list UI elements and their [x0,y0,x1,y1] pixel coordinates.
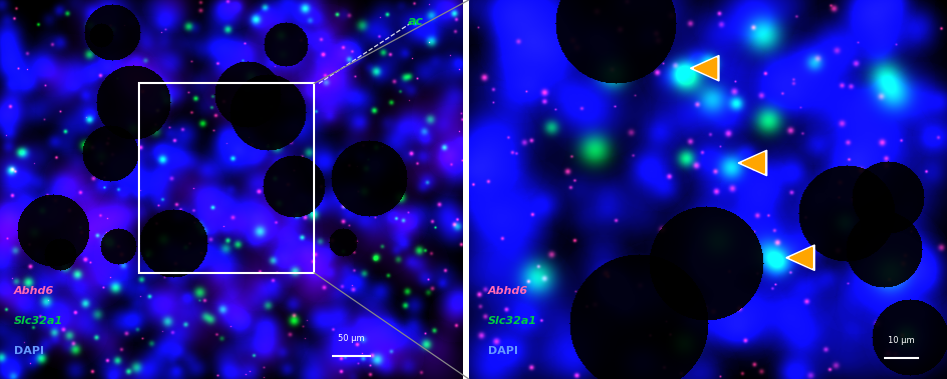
Polygon shape [690,55,719,81]
Text: 50 μm: 50 μm [338,334,365,343]
Text: Slc32a1: Slc32a1 [488,316,537,326]
Text: Abhd6: Abhd6 [14,286,54,296]
Text: Slc32a1: Slc32a1 [14,316,63,326]
Polygon shape [694,58,717,78]
Polygon shape [786,245,814,271]
Text: Abhd6: Abhd6 [488,286,528,296]
Text: 10 μm: 10 μm [888,336,915,345]
Polygon shape [739,150,767,176]
Polygon shape [742,153,764,173]
Bar [138,83,314,273]
Polygon shape [790,247,813,268]
Text: DAPI: DAPI [14,346,44,356]
Text: DAPI: DAPI [488,346,518,356]
Text: ac: ac [408,15,424,28]
